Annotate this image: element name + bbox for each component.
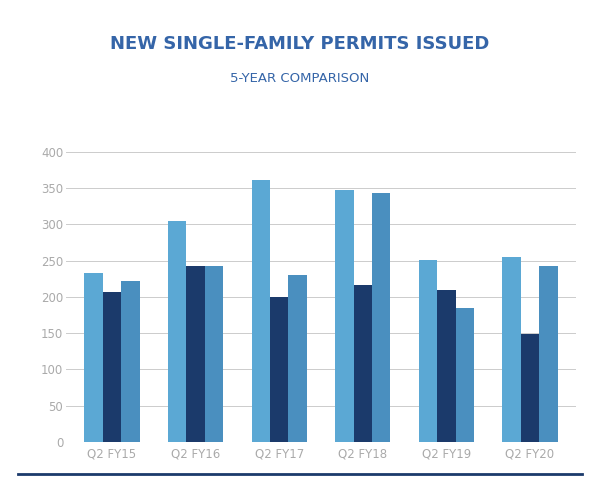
- Bar: [372, 193, 391, 442]
- Bar: [455, 308, 474, 442]
- Bar: [521, 334, 539, 442]
- Bar: [289, 275, 307, 442]
- Bar: [85, 273, 103, 442]
- Text: 5-YEAR COMPARISON: 5-YEAR COMPARISON: [230, 72, 370, 85]
- Bar: [353, 285, 372, 442]
- Bar: [251, 180, 270, 442]
- Bar: [187, 266, 205, 442]
- Bar: [103, 292, 121, 442]
- Bar: [419, 260, 437, 442]
- Bar: [502, 257, 521, 442]
- Bar: [335, 191, 353, 442]
- Text: NEW SINGLE-FAMILY PERMITS ISSUED: NEW SINGLE-FAMILY PERMITS ISSUED: [110, 35, 490, 53]
- Bar: [539, 266, 557, 442]
- Bar: [270, 297, 289, 442]
- Bar: [121, 281, 140, 442]
- Bar: [437, 290, 455, 442]
- Bar: [168, 221, 187, 442]
- Bar: [205, 266, 223, 442]
